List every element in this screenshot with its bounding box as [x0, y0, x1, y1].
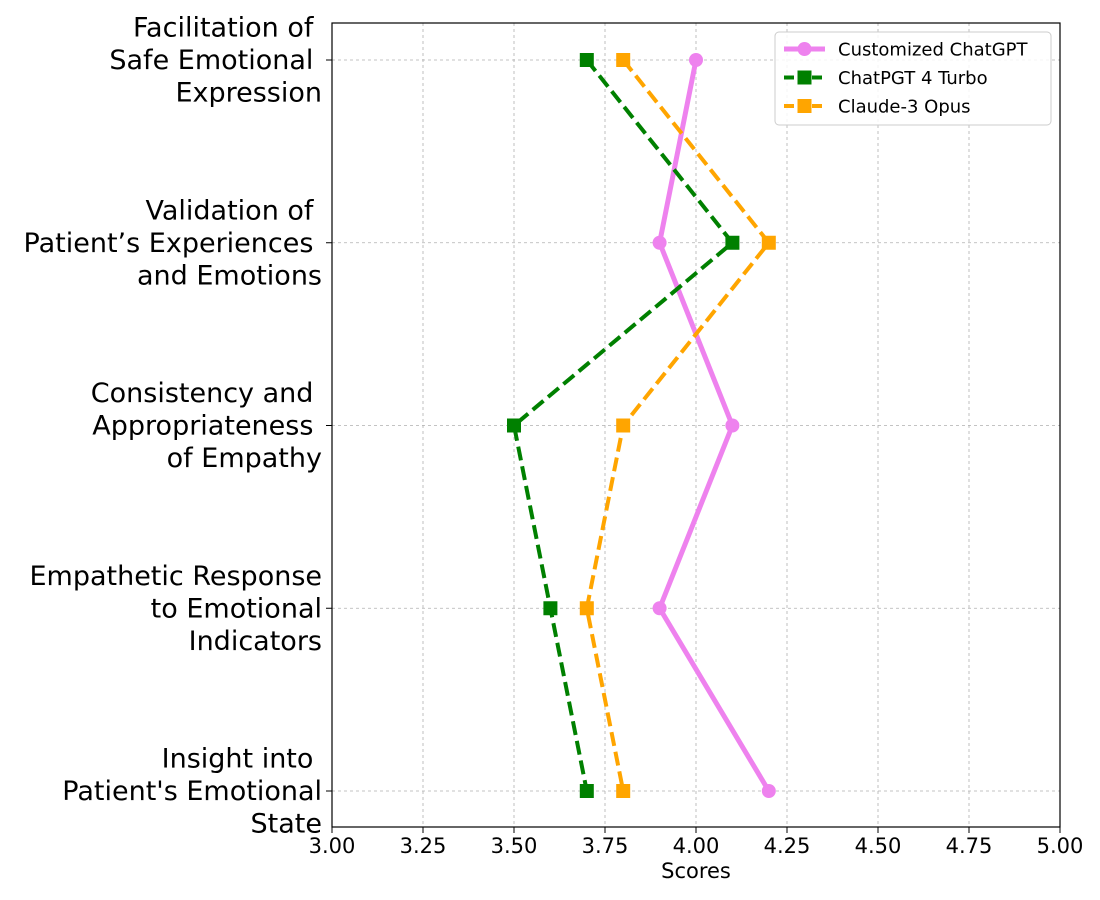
legend-item: ChatPGT 4 Turbo [784, 68, 988, 89]
y-tick-label-line: Consistency and [91, 378, 322, 409]
data-point [761, 784, 776, 798]
y-tick-label-line: Indicators [189, 626, 322, 657]
series-1 [507, 53, 740, 798]
x-tick-label: 4.00 [673, 834, 720, 858]
data-point [616, 784, 631, 798]
y-tick-label-line: Expression [175, 78, 322, 109]
y-tick-label: Consistency and Appropriateness of Empat… [91, 378, 322, 474]
data-point [761, 235, 776, 250]
legend-marker [797, 99, 812, 113]
legend-label: Claude-3 Opus [838, 97, 971, 118]
legend-label: Customized ChatGPT [838, 40, 1028, 61]
series-0 [652, 53, 776, 798]
data-point [616, 418, 631, 433]
x-tick-label: 4.75 [946, 834, 993, 858]
legend-frame [774, 31, 1052, 126]
y-tick-label-line: to Emotional [151, 593, 322, 624]
data-point [689, 53, 703, 67]
series-2 [579, 53, 776, 798]
x-tick-label: 3.25 [400, 834, 447, 858]
y-tick-label-line: Safe Emotional [109, 45, 322, 76]
x-tick-label: 5.00 [1037, 834, 1084, 858]
x-tick-label: 4.25 [764, 834, 811, 858]
x-tick-label: 4.50 [855, 834, 902, 858]
data-point [579, 53, 594, 67]
y-tick-label-line: Empathetic Response [29, 561, 322, 592]
y-tick-label: Empathetic Response to Emotional Indicator… [29, 561, 322, 657]
series-line [512, 58, 735, 792]
y-tick-label-line: of Empathy [167, 443, 322, 474]
data-point [652, 601, 667, 616]
y-tick-label-line: Appropriateness [92, 411, 322, 442]
legend-item: Customized ChatGPT [784, 40, 1028, 61]
legend-marker [797, 42, 812, 56]
y-tick-label-line: Facilitation of [133, 13, 322, 44]
grid [331, 23, 1061, 827]
y-tick-label-line: and Emotions [137, 260, 322, 291]
x-axis-ticks: 3.00 3.25 3.50 3.75 4.00 4.25 4.50 4.75 5.00 [309, 827, 1084, 858]
x-axis-label: Scores [661, 859, 731, 883]
y-tick-label-line: Patient's Emotional [62, 776, 322, 807]
data-point [507, 418, 521, 433]
y-tick-label-line: State [251, 809, 322, 840]
y-axis-ticks: Facilitation of Safe Emotional Expressio… [24, 13, 332, 840]
data-point [725, 418, 740, 433]
legend-marker [797, 70, 812, 85]
data-point [616, 53, 631, 67]
data-point [579, 601, 594, 616]
series-lines [507, 53, 776, 798]
y-tick-label: Facilitation of Safe Emotional Expressio… [109, 13, 322, 109]
legend: Customized ChatGPT ChatPGT 4 Turbo Claude-… [774, 31, 1052, 126]
x-tick-label: 3.75 [582, 834, 629, 858]
legend-label: ChatPGT 4 Turbo [838, 68, 988, 89]
legend-item: Claude-3 Opus [784, 97, 971, 118]
y-tick-label-line: Patient’s Experiences [24, 228, 322, 259]
y-tick-label: Validation of Patient’s Experiences and … [24, 195, 322, 291]
data-point [652, 235, 667, 250]
x-tick-label: 3.50 [491, 834, 538, 858]
y-tick-label-line: Validation of [145, 195, 322, 226]
x-tick-label: 3.00 [309, 834, 356, 858]
data-point [543, 601, 558, 616]
data-point [579, 784, 594, 798]
y-tick-label-line: Insight into [162, 744, 322, 775]
data-point [725, 235, 740, 250]
y-tick-label: Insight into Patient's Emotional State [62, 744, 322, 840]
